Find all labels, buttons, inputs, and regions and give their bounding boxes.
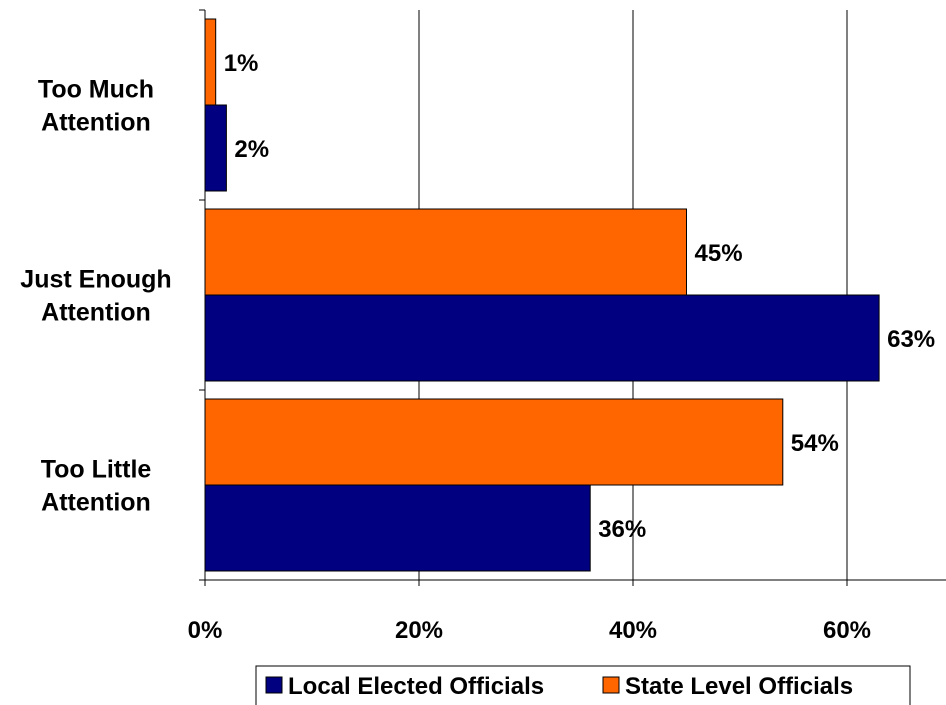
legend-label-local: Local Elected Officials: [288, 673, 544, 700]
x-tick-label-20: 20%: [395, 617, 443, 644]
data-label-state-0: 1%: [224, 50, 259, 77]
data-labels: 1% 2% 45% 63% 54% 36%: [224, 50, 935, 543]
data-label-local-0: 2%: [234, 136, 269, 163]
legend-swatch-state: [602, 676, 620, 694]
axes: [199, 9, 946, 586]
bar-local-0: [204, 104, 227, 192]
data-label-state-2: 54%: [791, 430, 839, 457]
x-tick-label-60: 60%: [823, 617, 871, 644]
bar-local-1: [204, 294, 880, 382]
data-label-local-1: 63%: [887, 326, 935, 353]
data-label-state-1: 45%: [695, 240, 743, 267]
category-label-1: Just Enough Attention: [20, 266, 171, 327]
bar-state-1: [204, 208, 687, 296]
bar-state-2: [204, 398, 784, 486]
data-label-local-2: 36%: [598, 516, 646, 543]
category-labels: Too Much Attention Just Enough Attention Too…: [20, 76, 171, 517]
x-tick-label-0: 0%: [188, 617, 223, 644]
legend-label-state: State Level Officials: [625, 673, 853, 700]
x-tick-label-40: 40%: [609, 617, 657, 644]
legend-swatch-local: [265, 676, 283, 694]
bar-local-2: [204, 484, 591, 572]
bar-state-0: [204, 18, 217, 106]
category-label-0: Too Much Attention: [38, 76, 154, 137]
legend-box: [255, 665, 911, 705]
category-label-2: Too Little Attention: [41, 456, 152, 517]
bars: [204, 18, 880, 572]
legend: Local Elected Officials State Level Offic…: [255, 665, 911, 705]
x-tick-labels: 0% 20% 40% 60%: [188, 617, 871, 644]
